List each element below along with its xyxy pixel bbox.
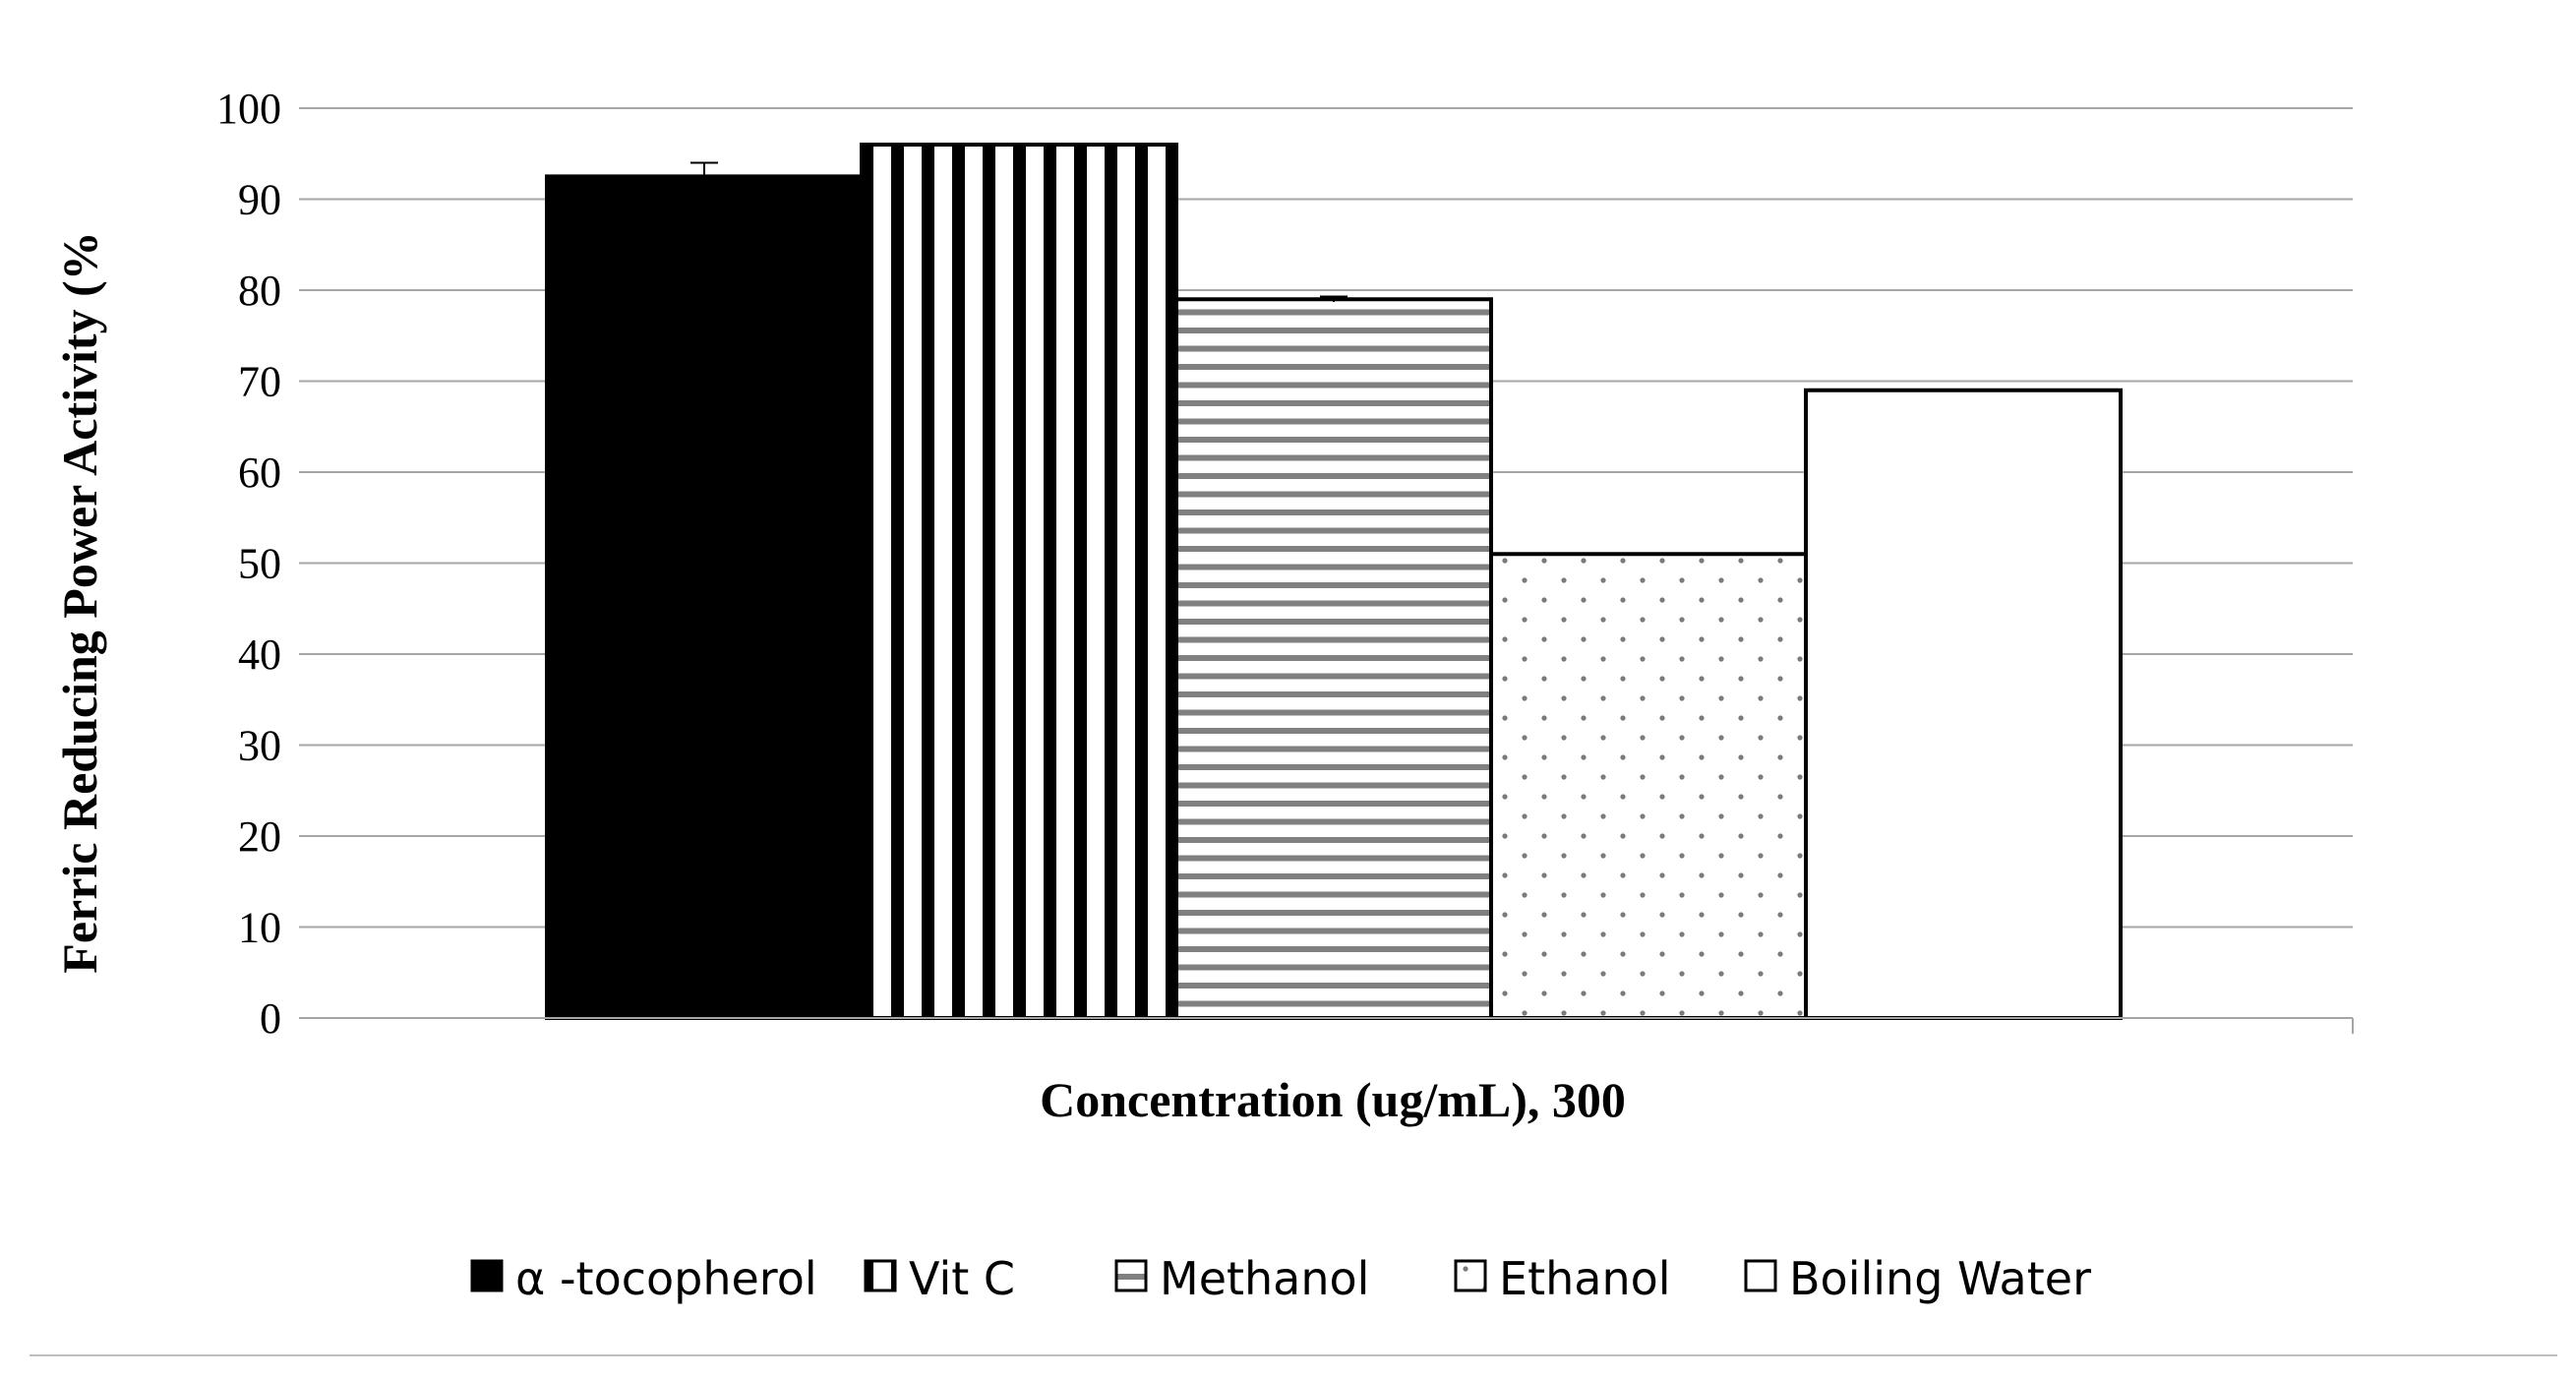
x-axis-title: Concentration (ug/mL), 300 xyxy=(1040,1072,1626,1127)
legend-swatch xyxy=(864,1259,897,1292)
y-tick-label: 90 xyxy=(238,176,281,224)
bar-tocopherol xyxy=(545,174,864,1020)
legend-swatch xyxy=(470,1259,504,1292)
error-bars xyxy=(690,161,1348,303)
y-axis-ticks: 0 10 20 30 40 50 60 70 80 90 100 xyxy=(216,85,313,1043)
legend-swatch xyxy=(1744,1259,1777,1292)
legend-label: Ethanol xyxy=(1499,1252,1671,1305)
y-tick-label: 40 xyxy=(238,630,281,679)
y-tick-label: 100 xyxy=(216,85,281,133)
bars xyxy=(545,143,2123,1020)
legend-label: α -tocopherol xyxy=(515,1252,817,1305)
y-tick-label: 50 xyxy=(238,540,281,588)
y-tick-label: 10 xyxy=(238,904,281,952)
y-tick-label: 80 xyxy=(238,267,281,315)
legend-label: Boiling Water xyxy=(1789,1252,2091,1305)
bar-vit-c xyxy=(860,143,1178,1020)
y-tick-label: 0 xyxy=(260,994,281,1043)
y-tick-label: 70 xyxy=(238,358,281,406)
legend-label: Vit C xyxy=(909,1252,1015,1305)
legend: α -tocopherol Vit C Methanol Ethanol Boiling… xyxy=(470,1252,2091,1305)
bar-boiling-water xyxy=(1804,388,2123,1020)
bar-methanol xyxy=(1174,297,1493,1020)
legend-swatch xyxy=(1114,1259,1148,1292)
y-tick-label: 30 xyxy=(238,722,281,770)
bar-ethanol xyxy=(1489,552,1808,1020)
y-tick-label: 20 xyxy=(238,812,281,861)
legend-swatch xyxy=(1454,1259,1487,1292)
y-axis-title: Ferric Reducing Power Activity (% xyxy=(52,231,107,973)
y-tick-label: 60 xyxy=(238,449,281,497)
legend-label: Methanol xyxy=(1160,1252,1369,1305)
